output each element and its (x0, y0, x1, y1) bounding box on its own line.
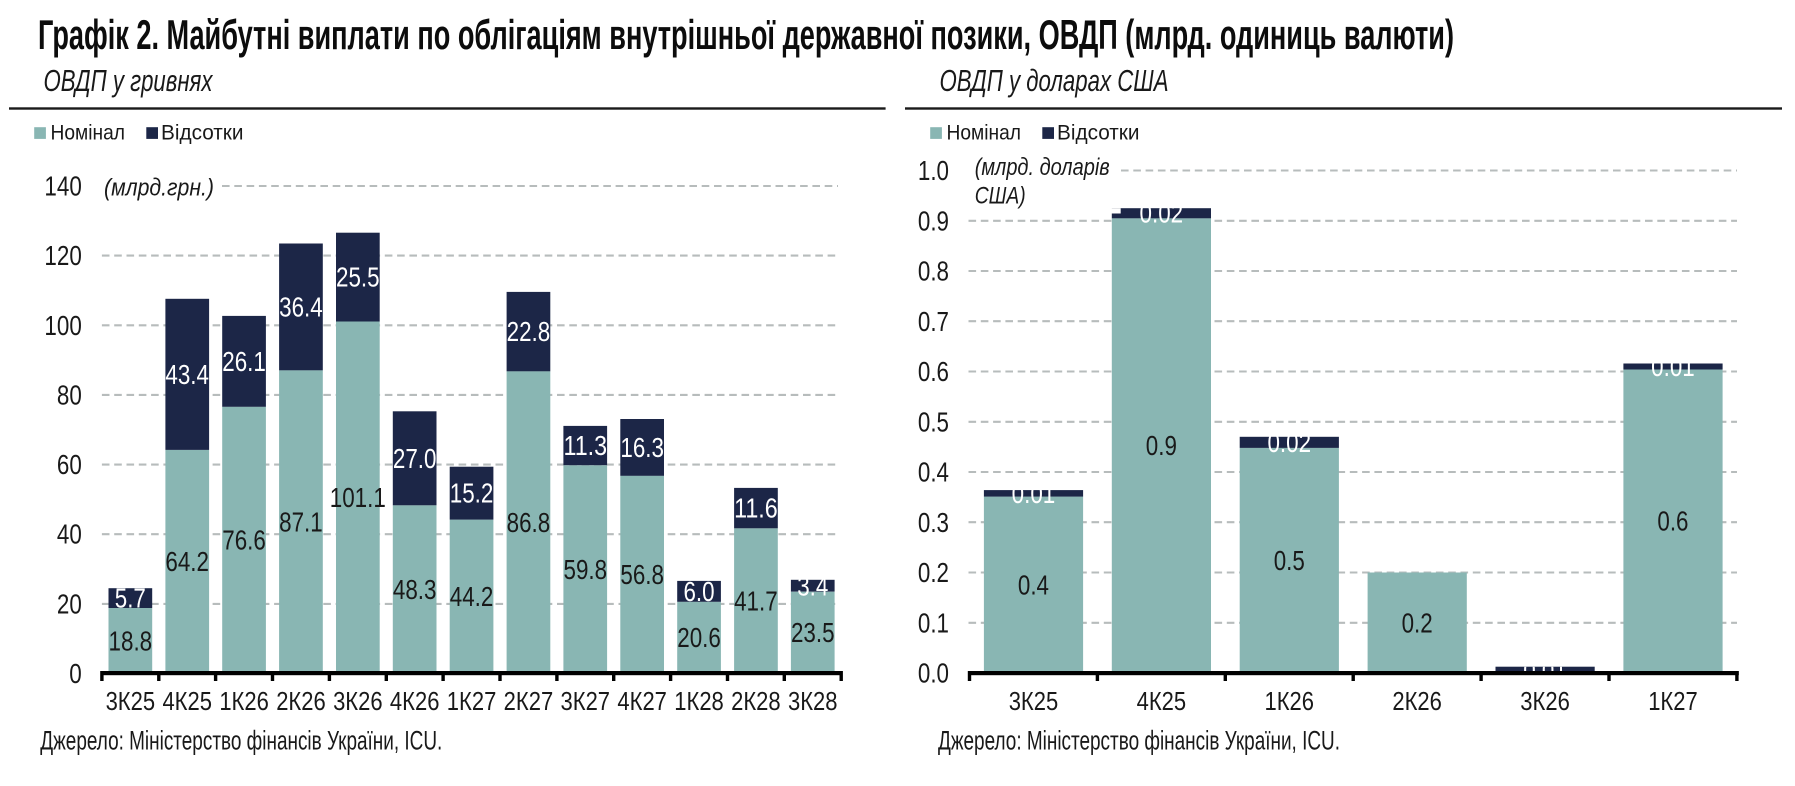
svg-text:140: 140 (44, 171, 81, 202)
svg-text:Відсотки: Відсотки (161, 121, 244, 144)
svg-text:Графік 2. Майбутні виплати по: Графік 2. Майбутні виплати по облігаціям… (38, 11, 1454, 58)
svg-text:26.1: 26.1 (222, 346, 266, 377)
svg-text:Відсотки: Відсотки (1057, 121, 1140, 144)
svg-text:3К26: 3К26 (1520, 686, 1570, 716)
svg-text:64.2: 64.2 (165, 546, 209, 577)
svg-text:Номінал: Номінал (947, 121, 1022, 144)
svg-text:0.1: 0.1 (918, 607, 949, 638)
svg-text:2К26: 2К26 (1392, 686, 1442, 716)
svg-text:0: 0 (69, 658, 82, 689)
svg-text:4К26: 4К26 (390, 686, 440, 716)
svg-text:3К27: 3К27 (561, 686, 611, 716)
svg-text:0.01: 0.01 (1651, 351, 1695, 382)
svg-text:0.6: 0.6 (1657, 506, 1688, 537)
svg-text:40: 40 (57, 519, 82, 550)
svg-text:0.9: 0.9 (918, 205, 949, 236)
svg-text:0.4: 0.4 (1018, 569, 1049, 600)
svg-text:43.4: 43.4 (165, 359, 209, 390)
svg-text:87.1: 87.1 (279, 506, 323, 537)
svg-text:60: 60 (57, 449, 82, 480)
svg-text:100: 100 (44, 310, 81, 341)
svg-text:ОВДП у доларах США: ОВДП у доларах США (940, 63, 1169, 98)
svg-text:1К27: 1К27 (447, 686, 497, 716)
svg-text:41.7: 41.7 (734, 585, 778, 616)
svg-text:4К27: 4К27 (617, 686, 667, 716)
svg-text:80: 80 (57, 379, 82, 410)
svg-text:44.2: 44.2 (450, 581, 494, 612)
svg-text:59.8: 59.8 (563, 554, 607, 585)
svg-text:0.6: 0.6 (918, 356, 949, 387)
svg-text:1К27: 1К27 (1648, 686, 1698, 716)
svg-text:0.5: 0.5 (918, 406, 949, 437)
svg-text:0.01: 0.01 (1012, 478, 1056, 509)
svg-text:11.3: 11.3 (563, 430, 607, 461)
svg-text:2К27: 2К27 (504, 686, 554, 716)
svg-text:1.0: 1.0 (918, 155, 949, 186)
svg-text:1К28: 1К28 (674, 686, 724, 716)
svg-text:2К26: 2К26 (276, 686, 326, 716)
svg-text:США): США) (975, 183, 1026, 210)
svg-text:86.8: 86.8 (507, 507, 551, 538)
svg-text:0.2: 0.2 (1402, 607, 1433, 638)
svg-text:3К25: 3К25 (1009, 686, 1059, 716)
svg-text:25.5: 25.5 (336, 262, 380, 293)
svg-text:4К25: 4К25 (162, 686, 212, 716)
svg-text:0.7: 0.7 (918, 306, 949, 337)
svg-text:76.6: 76.6 (222, 525, 266, 556)
svg-text:(млрд. доларів: (млрд. доларів (975, 154, 1110, 181)
svg-text:1К26: 1К26 (1265, 686, 1315, 716)
svg-text:11.6: 11.6 (734, 493, 778, 524)
svg-text:3К26: 3К26 (333, 686, 383, 716)
svg-text:0.02: 0.02 (1140, 198, 1184, 229)
svg-text:Джерело: Міністерство фінансів: Джерело: Міністерство фінансів України, … (40, 726, 442, 756)
svg-text:0.02: 0.02 (1267, 427, 1311, 458)
svg-text:0.8: 0.8 (918, 256, 949, 287)
svg-text:Номінал: Номінал (51, 121, 126, 144)
svg-text:16.3: 16.3 (620, 432, 664, 463)
svg-text:20: 20 (57, 588, 82, 619)
svg-text:1К26: 1К26 (219, 686, 269, 716)
svg-text:2К28: 2К28 (731, 686, 781, 716)
svg-text:0.3: 0.3 (918, 507, 949, 538)
svg-text:0.2: 0.2 (918, 557, 949, 588)
svg-text:(млрд.грн.): (млрд.грн.) (104, 175, 214, 202)
svg-text:Джерело: Міністерство фінансів: Джерело: Міністерство фінансів України, … (938, 726, 1340, 756)
svg-text:3К28: 3К28 (788, 686, 838, 716)
svg-text:23.5: 23.5 (791, 617, 835, 648)
svg-text:5.7: 5.7 (115, 583, 146, 614)
svg-text:120: 120 (44, 240, 81, 271)
svg-text:101.1: 101.1 (330, 482, 386, 513)
svg-text:6.0: 6.0 (683, 576, 714, 607)
svg-text:15.2: 15.2 (450, 478, 494, 509)
svg-text:22.8: 22.8 (507, 316, 551, 347)
svg-text:56.8: 56.8 (620, 559, 664, 590)
svg-text:0.4: 0.4 (918, 457, 949, 488)
svg-text:0.01: 0.01 (1523, 654, 1567, 685)
svg-text:4К25: 4К25 (1137, 686, 1187, 716)
svg-text:36.4: 36.4 (279, 291, 323, 322)
svg-text:18.8: 18.8 (109, 625, 153, 656)
svg-text:ОВДП у гривнях: ОВДП у гривнях (44, 63, 214, 98)
svg-text:0.0: 0.0 (918, 658, 949, 689)
svg-text:0.9: 0.9 (1146, 430, 1177, 461)
svg-text:0.5: 0.5 (1274, 545, 1305, 576)
svg-text:3К25: 3К25 (106, 686, 156, 716)
svg-text:48.3: 48.3 (393, 574, 437, 605)
svg-text:20.6: 20.6 (677, 622, 721, 653)
svg-text:27.0: 27.0 (393, 443, 437, 474)
svg-text:3.4: 3.4 (797, 570, 828, 601)
